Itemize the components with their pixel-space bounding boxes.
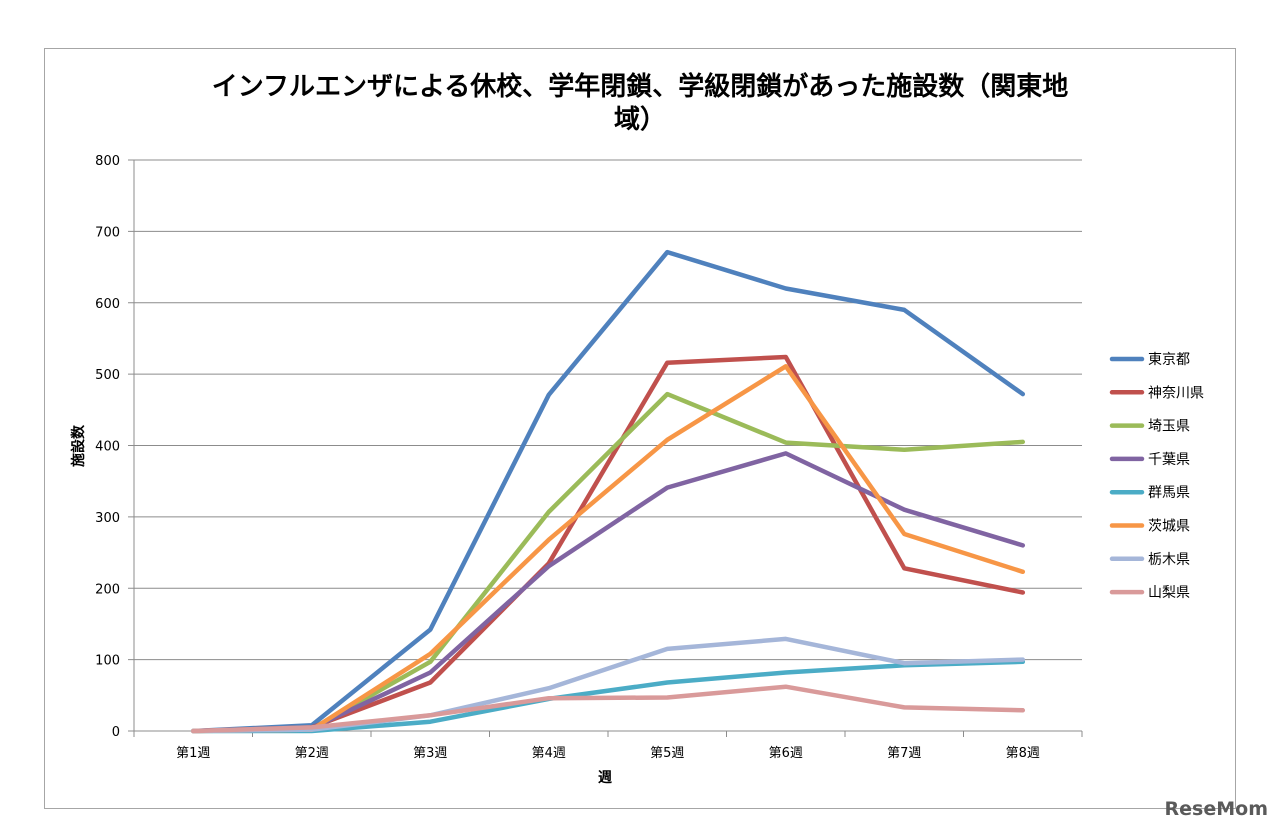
y-tick-label: 0 (112, 725, 120, 740)
x-tick-label: 第6週 (769, 746, 803, 761)
resemom-watermark-logo: ReseMom (1165, 798, 1268, 820)
y-tick-label: 100 (95, 654, 120, 669)
x-tick-label: 第5週 (650, 746, 684, 761)
series-lines (191, 249, 1026, 734)
x-tick-label: 第7週 (887, 746, 921, 761)
x-tick-label: 第1週 (176, 746, 210, 761)
y-tick-label: 400 (95, 440, 120, 455)
y-tick-label: 800 (95, 154, 120, 169)
y-tick-label: 300 (95, 511, 120, 526)
series-line-8 (191, 684, 1026, 734)
x-axis-title: 週 (598, 770, 612, 786)
y-tick-label: 600 (95, 297, 120, 312)
series-line-6 (191, 364, 1026, 734)
y-tick-label: 500 (95, 368, 120, 383)
series-line-2 (191, 354, 1026, 734)
x-tick-label: 第2週 (295, 746, 329, 761)
chart-frame (44, 48, 1236, 809)
series-line-7 (191, 636, 1026, 734)
legend-label: 埼玉県 (1148, 419, 1190, 435)
gridlines (134, 159, 1082, 661)
legend-label: 群馬県 (1148, 485, 1190, 501)
chart-title-line-1: インフルエンザによる休校、学年閉鎖、学級閉鎖があった施設数（関東地 (212, 71, 1068, 102)
y-tick-label: 700 (95, 225, 120, 240)
legend-label: 東京都 (1148, 352, 1190, 368)
y-axis-title: 施設数 (70, 424, 87, 467)
x-tick-labels: 第1週 第2週 第3週 第4週 第5週 第6週 第7週 第8週 (176, 746, 1040, 761)
series-line-1 (191, 249, 1026, 734)
chart-title-line-2: 域） (614, 105, 666, 135)
x-tick-label: 第4週 (532, 746, 566, 761)
legend-label: 山梨県 (1148, 585, 1190, 601)
legend-label: 神奈川県 (1148, 385, 1204, 401)
series-line-3 (191, 391, 1026, 734)
legend-label: 栃木県 (1148, 552, 1190, 568)
legend-label: 千葉県 (1148, 452, 1190, 468)
x-tick-label: 第3週 (413, 746, 447, 761)
x-tick-label: 第8週 (1006, 746, 1040, 761)
y-tick-labels: 0 100 200 300 400 500 600 700 800 (95, 154, 120, 740)
y-tick-label: 200 (95, 582, 120, 597)
legend-label: 茨城県 (1148, 519, 1190, 535)
